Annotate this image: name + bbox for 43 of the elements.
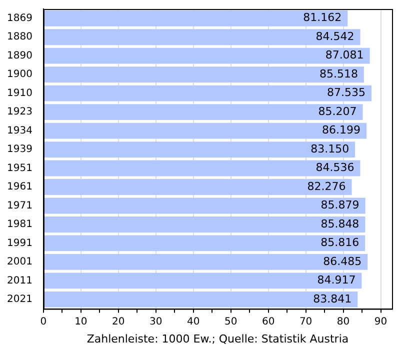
y-tick-label: 1869 (6, 12, 32, 24)
y-tick-label: 1951 (6, 162, 32, 174)
x-tick-label: 90 (374, 316, 388, 328)
x-tick-label: 40 (186, 316, 200, 328)
data-label: 83.841 (313, 292, 352, 306)
data-label: 87.535 (327, 86, 366, 100)
data-label: 84.536 (316, 161, 354, 174)
data-label: 85.816 (320, 236, 360, 250)
y-tick-label: 1939 (6, 144, 32, 156)
y-tick-label: 1923 (6, 106, 32, 118)
y-tick-label: 1991 (6, 238, 32, 249)
y-tick-label: 1981 (6, 219, 32, 230)
x-tick-label: 20 (112, 316, 125, 328)
y-tick-label: 1900 (6, 69, 32, 80)
data-label: 84.542 (316, 30, 354, 43)
data-label: 81.162 (303, 11, 342, 24)
x-tick-label: 80 (336, 316, 350, 328)
data-label: 83.150 (310, 142, 350, 156)
y-tick-label: 1880 (6, 32, 32, 43)
x-tick-label: 30 (150, 316, 162, 328)
y-tick-label: 2001 (6, 256, 32, 268)
data-label: 87.081 (325, 48, 364, 62)
x-tick-label: 50 (224, 316, 238, 328)
x-tick-label: 10 (74, 316, 88, 328)
y-tick-label: 1961 (6, 182, 32, 193)
data-label: 86.199 (322, 124, 361, 137)
data-label: 82.276 (307, 180, 346, 193)
data-label: 85.879 (320, 198, 360, 212)
data-label: 86.485 (323, 254, 362, 268)
x-axis-title: Zahlenleiste: 1000 Ew.; Quelle: Statistik Austria (86, 332, 349, 346)
y-tick-label: 2021 (6, 294, 32, 306)
data-label: 84.917 (317, 274, 356, 287)
y-tick-label: 1890 (6, 50, 32, 62)
data-label: 85.848 (320, 217, 360, 230)
data-label: 85.518 (319, 67, 358, 80)
y-tick-label: 1971 (6, 200, 32, 212)
x-tick-label: 60 (262, 316, 275, 328)
y-tick-label: 1934 (6, 125, 32, 136)
x-tick-label: 0 (40, 316, 47, 328)
y-tick-label: 1910 (6, 88, 32, 99)
y-tick-label: 2011 (6, 275, 32, 286)
data-label: 85.207 (318, 104, 357, 118)
x-tick-label: 70 (299, 316, 312, 328)
